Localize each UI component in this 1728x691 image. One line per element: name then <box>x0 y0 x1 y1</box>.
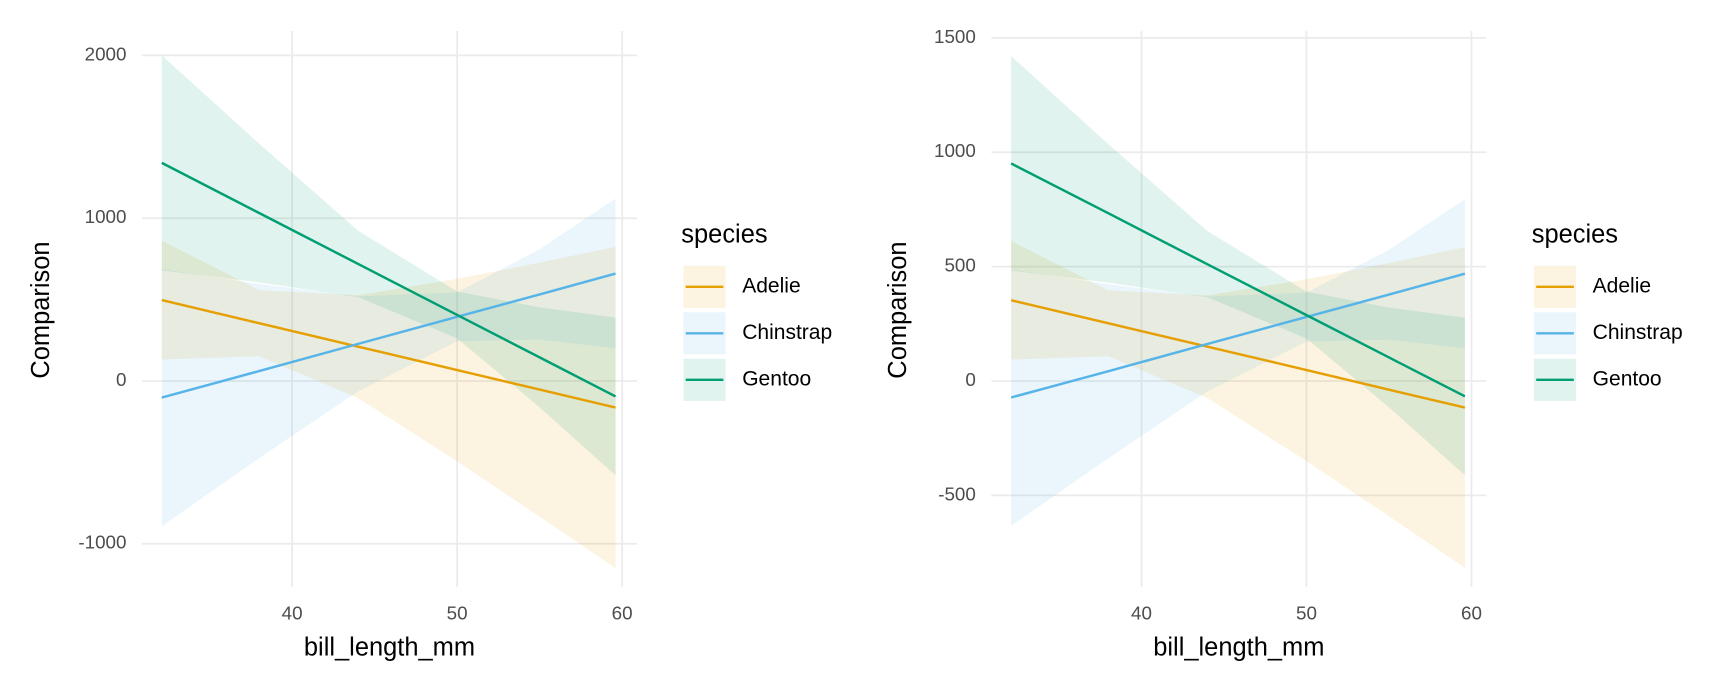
y-tick-label: 0 <box>116 369 126 390</box>
y-tick-label: 2000 <box>85 43 127 64</box>
y-tick-label: 1000 <box>934 140 976 161</box>
y-tick-label: 0 <box>965 369 975 390</box>
y-tick-label: 1000 <box>85 206 127 227</box>
x-tick-label: 40 <box>1131 603 1152 624</box>
confidence-band <box>1011 56 1465 476</box>
y-tick-label: -1000 <box>78 532 126 553</box>
confidence-band <box>1011 199 1465 526</box>
x-tick-label: 50 <box>1296 603 1317 624</box>
x-tick-label: 40 <box>282 603 303 624</box>
legend-title: species <box>681 221 767 249</box>
legend-label: Gentoo <box>1593 367 1662 390</box>
legend-label: Chinstrap <box>1593 321 1683 344</box>
y-axis-label: Comparison <box>27 241 55 378</box>
x-axis-label: bill_length_mm <box>1153 634 1324 662</box>
line <box>161 298 616 409</box>
confidence-band <box>161 240 616 569</box>
confidence-band <box>161 55 616 476</box>
legend-label: Chinstrap <box>742 321 832 344</box>
y-tick-label: 1500 <box>934 26 976 47</box>
x-tick-label: 60 <box>1461 603 1482 624</box>
line <box>161 161 617 398</box>
legend-title: species <box>1532 221 1618 249</box>
confidence-band <box>161 198 616 527</box>
y-axis-label: Comparison <box>884 241 912 378</box>
x-axis-label: bill_length_mm <box>304 634 475 662</box>
line <box>161 272 616 399</box>
y-tick-label: 500 <box>944 255 975 276</box>
line <box>1010 162 1466 398</box>
legend-label: Adelie <box>742 274 800 297</box>
x-tick-label: 50 <box>447 603 468 624</box>
legend-label: Gentoo <box>742 367 811 390</box>
line <box>1010 272 1466 399</box>
line <box>1010 299 1466 409</box>
x-tick-label: 60 <box>612 603 633 624</box>
y-tick-label: -500 <box>938 483 976 504</box>
confidence-band <box>1011 241 1465 568</box>
legend-label: Adelie <box>1593 274 1651 297</box>
